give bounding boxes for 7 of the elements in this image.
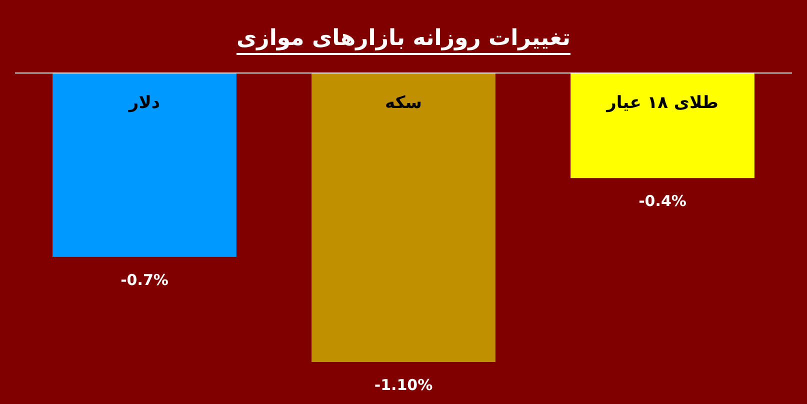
x-tick-label: طلای ۱۸ عیار [606, 93, 718, 113]
data-label: -0.4% [638, 192, 686, 210]
data-label: -0.7% [120, 270, 168, 289]
x-tick-label: سکه [385, 93, 422, 113]
x-tick-label: دلار [128, 93, 160, 113]
title: تغییرات روزانه بازارهای موازی [236, 26, 570, 51]
data-label: -1.10% [374, 376, 433, 394]
